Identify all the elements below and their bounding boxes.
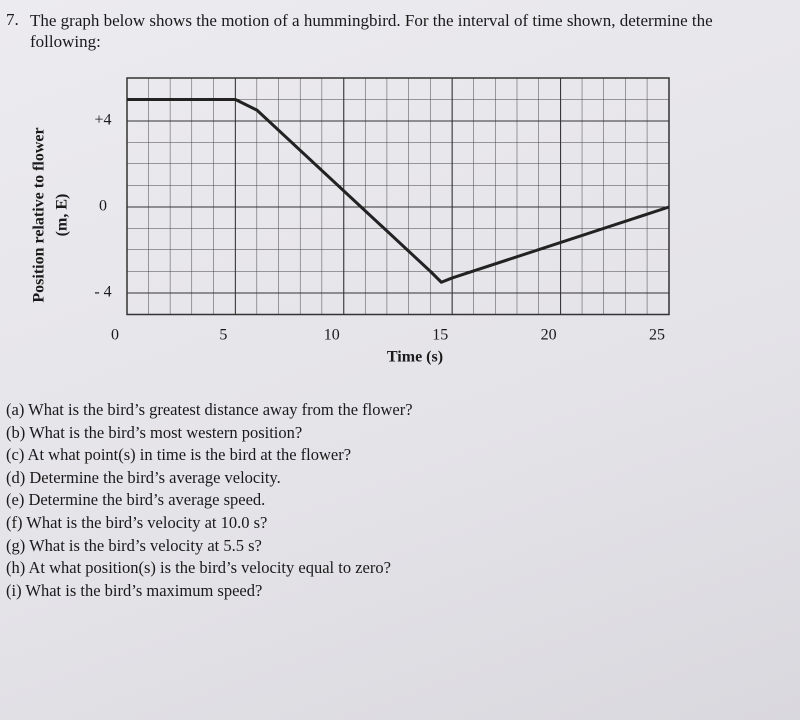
y-axis-label: (m, E) (54, 194, 71, 237)
data-line (127, 98, 670, 284)
question: (b) What is the bird’s most western posi… (6, 422, 303, 442)
y-tick-label: 0 (99, 198, 107, 215)
question: (g) What is the bird’s velocity at 5.5 s… (6, 535, 262, 555)
x-tick-label: 10 (324, 327, 340, 344)
question: (i) What is the bird’s maximum speed? (6, 580, 263, 600)
y-tick-label: - 4 (94, 284, 111, 301)
x-tick-label: 0 (111, 327, 119, 344)
x-tick-label: 5 (219, 327, 227, 344)
question: (d) Determine the bird’s average velocit… (6, 467, 281, 487)
question: (h) At what position(s) is the bird’s ve… (6, 558, 391, 578)
chart: Time (s) Position relative to flower (m,… (31, 77, 670, 366)
question: (c) At what point(s) in time is the bird… (6, 445, 352, 465)
question: (f) What is the bird’s velocity at 10.0 … (6, 512, 268, 532)
x-tick-label: 25 (649, 327, 665, 344)
question-prompt: The graph below shows the motion of a hu… (30, 11, 713, 51)
y-axis-label: Position relative to flower (31, 127, 48, 302)
question-number: 7. (6, 10, 19, 29)
x-tick-label: 15 (432, 327, 448, 344)
question-list: (a) What is the bird’s greatest distance… (6, 399, 413, 602)
grid (126, 77, 670, 316)
question: (a) What is the bird’s greatest distance… (6, 400, 413, 419)
x-tick-label: 20 (541, 327, 557, 344)
x-axis-label: Time (s) (387, 349, 443, 366)
y-tick-label: +4 (94, 112, 111, 129)
question: (e) Determine the bird’s average speed. (6, 490, 266, 510)
